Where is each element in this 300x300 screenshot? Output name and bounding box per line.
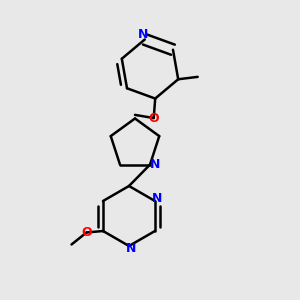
Text: N: N	[126, 242, 136, 255]
Text: N: N	[152, 192, 163, 205]
Text: O: O	[148, 112, 159, 124]
Text: N: N	[150, 158, 161, 171]
Text: N: N	[138, 28, 148, 41]
Text: O: O	[81, 226, 92, 239]
